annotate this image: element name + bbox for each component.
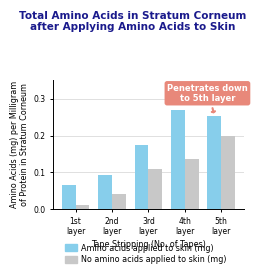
Y-axis label: Amino Acids (mg) per Milligram
of Protein in Stratum Corneum: Amino Acids (mg) per Milligram of Protei… [10,81,29,208]
X-axis label: Tape Stripping (No. of Tapes): Tape Stripping (No. of Tapes) [91,240,206,249]
Bar [98,175,112,209]
Bar [112,194,126,209]
Bar [148,169,162,209]
Text: Penetrates down
to 5th layer: Penetrates down to 5th layer [167,84,248,112]
Legend: Amino acids applied to skin (mg), No amino acids applied to skin (mg): Amino acids applied to skin (mg), No ami… [65,244,226,264]
Text: Total Amino Acids in Stratum Corneum
after Applying Amino Acids to Skin: Total Amino Acids in Stratum Corneum aft… [19,11,246,32]
Bar [221,136,235,209]
Bar [207,116,221,209]
Bar [76,205,89,209]
Bar [135,145,148,209]
Bar [62,185,76,209]
Bar [171,110,185,209]
Bar [185,159,199,209]
